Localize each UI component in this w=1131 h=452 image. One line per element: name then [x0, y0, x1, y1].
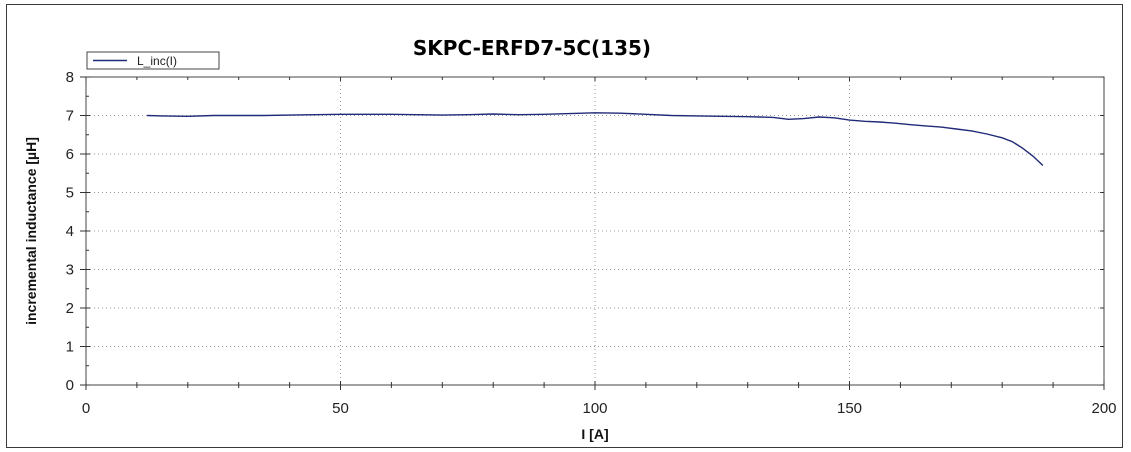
legend: L_inc(I) — [86, 51, 220, 70]
x-tick-label: 0 — [82, 400, 90, 417]
chart-title: SKPC-ERFD7-5C(135) — [413, 36, 651, 60]
x-tick-label: 200 — [1091, 400, 1116, 417]
y-tick-label: 0 — [66, 377, 74, 394]
x-tick-label: 150 — [837, 400, 862, 417]
legend-box — [86, 51, 220, 70]
axis-ticks: 0 1 2 3 4 5 6 7 8 0 50 100 150 200 — [66, 69, 1117, 417]
y-tick-label: 1 — [66, 339, 74, 356]
y-tick-label: 3 — [66, 262, 74, 279]
series-line-0 — [147, 112, 1044, 167]
x-tick-label: 100 — [582, 400, 607, 417]
y-tick-label: 2 — [66, 300, 74, 317]
grid — [86, 77, 1104, 385]
y-tick-label: 6 — [66, 146, 74, 163]
x-axis-title: I [A] — [581, 426, 608, 442]
chart-frame: SKPC-ERFD7-5C(135) 0 1 2 3 4 5 6 7 8 0 50 100 150 200… — [6, 4, 1123, 448]
legend-label: L_inc(I) — [137, 54, 177, 68]
y-tick-label: 7 — [66, 108, 74, 125]
chart: SKPC-ERFD7-5C(135) 0 1 2 3 4 5 6 7 8 0 50 100 150 200… — [23, 36, 1117, 442]
y-axis-title: incremental inductance [µH] — [23, 137, 39, 325]
y-tick-label: 4 — [66, 223, 74, 240]
series-group — [147, 112, 1044, 167]
y-tick-label: 8 — [66, 69, 74, 86]
x-tick-label: 50 — [332, 400, 349, 417]
y-tick-label: 5 — [66, 185, 74, 202]
